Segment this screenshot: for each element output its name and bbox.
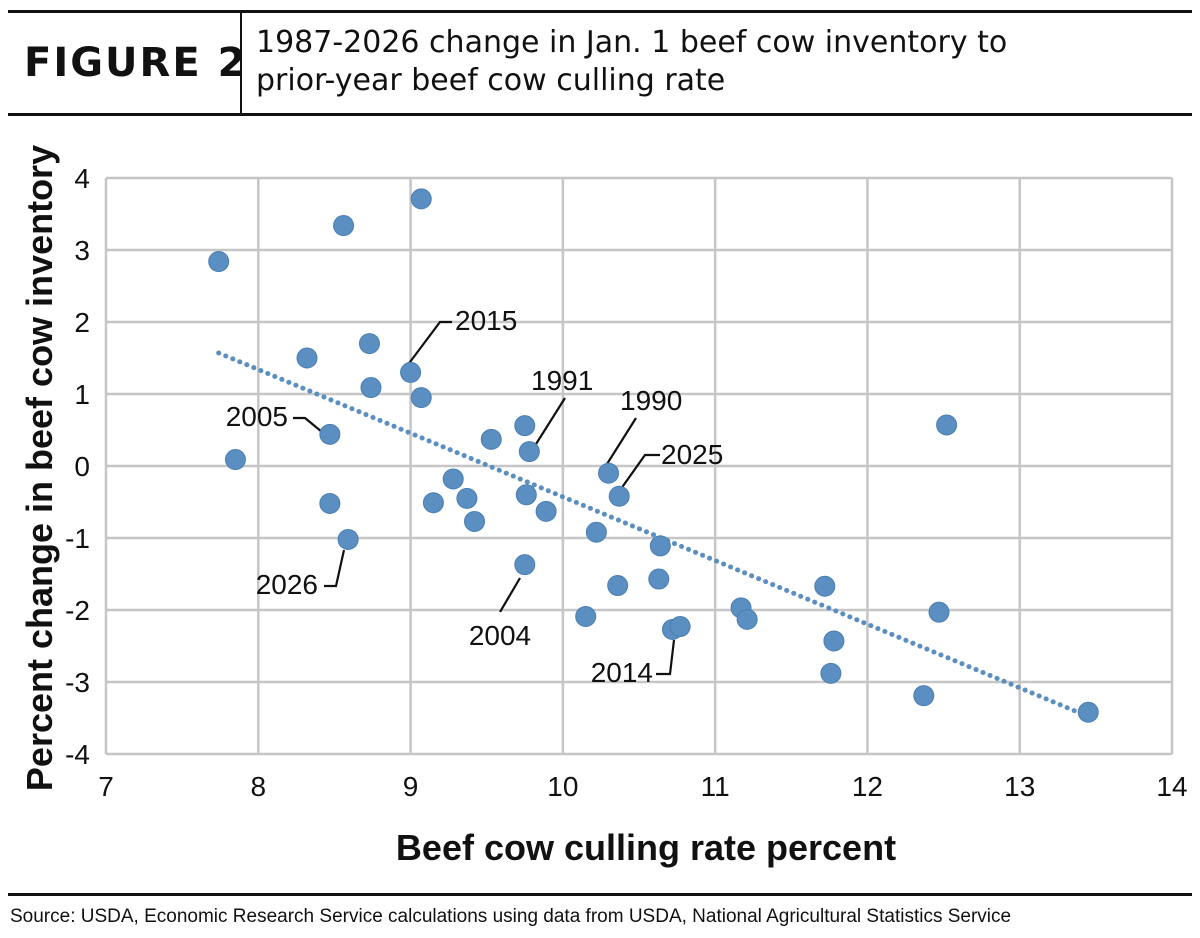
source-note: Source: USDA, Economic Research Service … xyxy=(10,906,1012,927)
data-point-8 xyxy=(360,377,382,399)
data-point-28 xyxy=(649,535,671,557)
data-point-32 xyxy=(736,608,758,630)
data-point-33 xyxy=(814,575,836,597)
annotation-leaders xyxy=(293,320,676,676)
annotation-leader-1990 xyxy=(606,417,637,465)
x-tick-label-2: 9 xyxy=(403,771,419,802)
annotation-label-2026: 2026 xyxy=(256,569,318,600)
trendline xyxy=(216,350,1090,719)
trendline-line xyxy=(216,350,1090,719)
annotation-label-2004: 2004 xyxy=(469,620,531,651)
annotation-label-1991: 1991 xyxy=(531,365,593,396)
data-point-3 xyxy=(319,423,341,445)
x-tick-label-4: 11 xyxy=(701,771,730,802)
y-tick-label-2: -2 xyxy=(65,595,90,626)
figure-title-line2: prior-year beef cow culling rate xyxy=(256,63,726,98)
annotation-label-2015: 2015 xyxy=(455,305,517,336)
annotation-leader-2014 xyxy=(656,639,676,676)
data-point-10 xyxy=(410,188,432,210)
data-point-18 xyxy=(514,554,536,576)
data-point-7 xyxy=(358,333,380,355)
y-axis-title: Percent change in beef cow inventory xyxy=(19,145,60,791)
y-tick-labels: -4 -3 -2 -1 0 1 2 3 4 xyxy=(65,163,90,770)
data-point-5 xyxy=(333,215,355,237)
annotation-label-2014: 2014 xyxy=(591,657,653,688)
annotation-label-2005: 2005 xyxy=(226,401,288,432)
annotation-leader-2025 xyxy=(617,453,660,494)
y-tick-label-0: -4 xyxy=(65,739,90,770)
grid xyxy=(104,176,1174,756)
footer-rule xyxy=(8,893,1192,896)
data-point-16 xyxy=(480,428,502,450)
data-point-13 xyxy=(442,468,464,490)
x-tick-labels: 7 8 9 10 11 12 13 14 xyxy=(98,771,1187,802)
annotation-leader-1991 xyxy=(530,397,566,453)
data-point-26 xyxy=(608,485,630,507)
figure-title: 1987-2026 change in Jan. 1 beef cow inve… xyxy=(256,24,1176,100)
data-point-22 xyxy=(575,605,597,627)
annotation-label-1990: 1990 xyxy=(620,385,682,416)
data-point-38 xyxy=(936,414,958,436)
data-point-14 xyxy=(456,487,478,509)
data-point-2 xyxy=(296,347,318,369)
data-point-23 xyxy=(585,521,607,543)
data-point-15 xyxy=(464,510,486,532)
x-tick-label-5: 12 xyxy=(852,771,883,802)
data-point-0 xyxy=(208,251,230,273)
data-point-30 xyxy=(669,616,691,638)
data-point-39 xyxy=(1077,701,1099,723)
data-point-11 xyxy=(410,387,432,409)
y-tick-label-4: 0 xyxy=(74,451,90,482)
data-point-36 xyxy=(913,685,935,707)
figure-label: FIGURE 2 xyxy=(24,40,248,86)
x-tick-label-7: 14 xyxy=(1156,771,1187,802)
annotation-leader-2004 xyxy=(499,577,521,613)
data-point-19 xyxy=(515,484,537,506)
data-point-1 xyxy=(224,449,246,471)
annotation-labels: 2015 1991 1990 2025 2005 2026 2004 2014 xyxy=(226,305,724,688)
data-point-27 xyxy=(648,568,670,590)
y-tick-label-7: 3 xyxy=(74,235,90,266)
annotation-label-2025: 2025 xyxy=(661,439,723,470)
data-point-24 xyxy=(598,462,620,484)
y-tick-label-1: -3 xyxy=(65,667,90,698)
header-divider xyxy=(240,12,242,113)
data-point-21 xyxy=(535,500,557,522)
x-axis-title: Beef cow culling rate percent xyxy=(396,827,896,868)
header-bottom-rule xyxy=(8,113,1192,116)
data-point-12 xyxy=(422,492,444,514)
top-rule xyxy=(8,10,1192,13)
data-point-20 xyxy=(518,441,540,463)
data-point-37 xyxy=(928,601,950,623)
x-tick-label-6: 13 xyxy=(1004,771,1035,802)
data-point-35 xyxy=(823,630,845,652)
data-points xyxy=(208,188,1099,723)
data-point-9 xyxy=(400,361,422,383)
data-point-17 xyxy=(514,415,536,437)
data-point-34 xyxy=(820,662,842,684)
y-tick-label-6: 2 xyxy=(74,307,90,338)
y-tick-label-3: -1 xyxy=(65,523,90,554)
data-point-4 xyxy=(319,492,341,514)
data-point-25 xyxy=(607,575,629,597)
annotation-leader-2015 xyxy=(403,320,452,371)
y-tick-label-8: 4 xyxy=(74,163,90,194)
x-tick-label-0: 7 xyxy=(98,771,114,802)
x-tick-label-1: 8 xyxy=(250,771,266,802)
x-tick-label-3: 10 xyxy=(547,771,578,802)
data-point-6 xyxy=(337,528,359,550)
annotation-leader-2026 xyxy=(324,549,346,588)
annotation-leader-2005 xyxy=(293,416,323,433)
figure-title-line1: 1987-2026 change in Jan. 1 beef cow inve… xyxy=(256,25,1008,60)
y-tick-label-5: 1 xyxy=(74,379,90,410)
